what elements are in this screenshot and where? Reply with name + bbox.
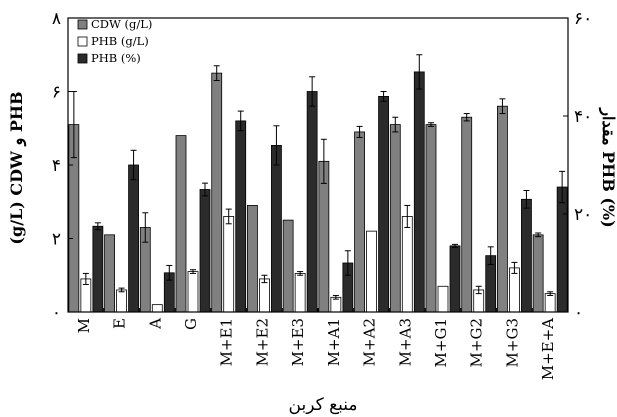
bar [92,225,104,313]
bar [199,189,211,313]
legend: CDW (g/L) PHB (g/L) PHB (%) [77,17,152,65]
y-right-tick-label: ۶۰ [574,9,592,29]
bar [461,116,473,313]
bar [104,234,115,313]
bar [294,273,306,313]
bar [318,160,330,313]
y-right-tick-label: ۲۰ [574,205,592,225]
y-left-tick-label: ۴ [52,156,61,176]
y-axis-right-label: مقدار PHB (%) [598,107,617,227]
plot-area [68,54,568,313]
bar [116,289,127,313]
x-tick-label: M+A3 [396,318,414,366]
bar [425,124,437,313]
bar [413,71,425,313]
bar [306,91,318,313]
y-left-tick-label: ۸ [52,9,61,29]
x-tick-label: M+E1 [218,318,236,366]
legend-label: PHB (g/L) [91,34,149,48]
y-axis-left-label: (g/L) CDW و PHB [7,91,27,244]
legend-label: CDW (g/L) [91,17,152,31]
x-tick-label: E [111,318,129,329]
bar [151,304,163,313]
bar [378,96,389,313]
bar [556,186,568,313]
y-right-tick-label: ۴۰ [574,107,592,127]
bar [544,293,556,313]
bar [354,131,365,313]
x-tick-label: M+E+A [539,318,557,380]
bar [401,216,413,313]
x-tick-label: M+G1 [432,318,450,367]
legend-swatch [77,19,88,30]
x-axis-label: منبع کربن [289,395,358,415]
bar [128,164,139,313]
x-tick-label: M [75,318,93,333]
bar [187,271,199,313]
bar [449,245,461,313]
bar [259,278,270,313]
bar [389,124,401,313]
y-left-tick-label: ۲ [52,230,61,250]
x-tick-label: M+G3 [503,318,521,367]
x-tick-label: M+A2 [361,318,379,366]
bar [521,198,532,313]
y-right-tick-label: ۰ [574,303,583,323]
x-tick-label: G [182,318,200,330]
bar [497,105,508,313]
bar [235,120,247,313]
bar [366,230,377,313]
y-left-tick-label: ۰ [52,303,61,323]
bar [282,219,294,313]
bar [437,285,449,313]
bar [223,216,235,313]
x-tick-label: M+G2 [468,318,486,367]
bar [532,234,544,313]
bar [247,205,258,313]
legend-label: PHB (%) [91,51,141,65]
legend-swatch [77,36,88,47]
legend-swatch [77,53,88,64]
bar [211,72,223,313]
y-left-tick-label: ۶ [52,83,61,103]
x-tick-label: M+E2 [253,318,271,366]
x-tick-label: A [146,318,164,330]
bar [271,144,282,313]
axes: M E A G M+E1 M+E2 M+E3 M+A1 M+A2 M+A3 M+G1 M+G2 M+G3… [52,9,592,380]
x-tick-label: M+A1 [325,318,343,366]
x-tick-label: M+E3 [289,318,307,366]
bar [509,267,520,313]
bar [175,135,187,313]
